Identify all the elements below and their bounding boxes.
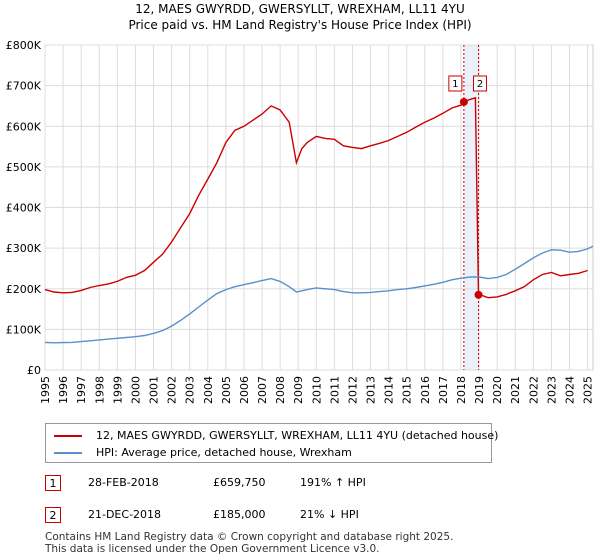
transaction-badge-2 (473, 75, 488, 92)
y-tick-label: £400K (6, 202, 42, 215)
transaction-price: £185,000 (213, 508, 266, 521)
y-tick-label: £300K (6, 242, 42, 255)
property-price-line (44, 96, 588, 299)
legend-swatch-property (54, 435, 82, 437)
transaction-date: 21-DEC-2018 (88, 508, 162, 521)
y-tick-label: £200K (6, 283, 42, 296)
x-tick-label: 2023 (545, 376, 558, 404)
transaction-row-1: 1 28-FEB-2018 £659,750 191% ↑ HPI (45, 475, 545, 495)
transaction-label-1: 1 (452, 79, 458, 90)
x-tick-label: 2011 (328, 376, 341, 404)
footer-attribution: Contains HM Land Registry data © Crown c… (45, 531, 453, 555)
x-tick-label: 2005 (220, 376, 233, 404)
y-tick-label: £600K (6, 120, 42, 133)
chart-title: 12, MAES GWYRDD, GWERSYLLT, WREXHAM, LL1… (135, 2, 465, 16)
transaction-date: 28-FEB-2018 (88, 476, 159, 489)
x-tick-label: 1996 (57, 376, 70, 404)
hpi-line (44, 245, 594, 344)
x-tick-label: 2022 (527, 376, 540, 404)
x-tick-label: 2000 (129, 376, 142, 404)
x-tick-label: 2015 (401, 376, 414, 404)
x-tick-label: 2007 (256, 376, 269, 404)
x-tick-label: 2002 (166, 376, 179, 404)
transaction-row-2: 2 21-DEC-2018 £185,000 21% ↓ HPI (45, 507, 545, 527)
x-tick-label: 1999 (111, 376, 124, 404)
x-tick-label: 2025 (582, 376, 595, 404)
transaction-point-2 (474, 290, 483, 299)
x-tick-label: 2014 (383, 376, 396, 404)
x-tick-label: 2004 (202, 376, 215, 404)
x-tick-label: 1998 (93, 376, 106, 404)
transaction-point-1 (459, 97, 468, 106)
x-tick-label: 2019 (473, 376, 486, 404)
footer-line-1: Contains HM Land Registry data © Crown c… (45, 531, 454, 543)
x-tick-label: 1995 (39, 376, 52, 404)
legend-label-property: 12, MAES GWYRDD, GWERSYLLT, WREXHAM, LL1… (96, 429, 499, 442)
price-chart: 12, MAES GWYRDD, GWERSYLLT, WREXHAM, LL1… (6, 2, 595, 404)
y-tick-label: £500K (6, 161, 42, 174)
x-tick-label: 2010 (310, 376, 323, 404)
transaction-hpi-change: 21% ↓ HPI (300, 508, 359, 521)
transaction-number-badge: 2 (45, 507, 61, 523)
legend-label-hpi: HPI: Average price, detached house, Wrex… (96, 446, 352, 459)
x-tick-label: 2012 (346, 376, 359, 404)
x-tick-label: 2024 (563, 376, 576, 404)
legend-swatch-hpi (54, 452, 82, 454)
legend-item-property: 12, MAES GWYRDD, GWERSYLLT, WREXHAM, LL1… (54, 429, 498, 442)
x-tick-label: 2013 (365, 376, 378, 404)
x-tick-label: 2001 (148, 376, 161, 404)
chart-subtitle: Price paid vs. HM Land Registry's House … (128, 18, 471, 32)
chart-legend: 12, MAES GWYRDD, GWERSYLLT, WREXHAM, LL1… (45, 423, 498, 463)
x-tick-label: 2017 (437, 376, 450, 404)
transaction-hpi-change: 191% ↑ HPI (300, 476, 366, 489)
x-tick-label: 2006 (238, 376, 251, 404)
transaction-label-2: 2 (477, 79, 483, 90)
legend-item-hpi: HPI: Average price, detached house, Wrex… (54, 446, 352, 459)
transaction-price: £659,750 (213, 476, 266, 489)
y-tick-label: £100K (6, 323, 42, 336)
x-tick-label: 2009 (292, 376, 305, 404)
y-tick-label: £800K (6, 39, 42, 52)
footer-line-2: This data is licensed under the Open Gov… (45, 543, 380, 555)
x-tick-label: 2016 (419, 376, 432, 404)
x-tick-label: 2003 (184, 376, 197, 404)
x-tick-label: 2008 (274, 376, 287, 404)
y-tick-label: £700K (6, 80, 42, 93)
x-tick-label: 2018 (455, 376, 468, 404)
x-tick-label: 2021 (509, 376, 522, 404)
transaction-number-badge: 1 (45, 475, 61, 491)
x-tick-label: 1997 (75, 376, 88, 404)
y-tick-label: £0 (27, 364, 41, 377)
transaction-badge-1 (448, 75, 463, 92)
x-tick-label: 2020 (491, 376, 504, 404)
